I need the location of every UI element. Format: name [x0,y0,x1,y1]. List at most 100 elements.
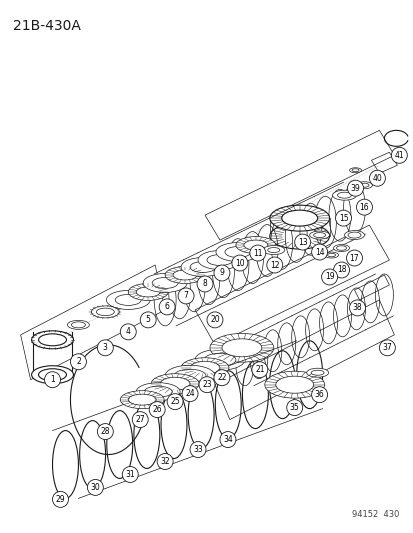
Text: 18: 18 [336,265,345,274]
Circle shape [52,491,68,507]
Text: 30: 30 [90,483,100,492]
Circle shape [378,340,394,356]
Ellipse shape [324,252,338,258]
Ellipse shape [359,183,368,187]
Circle shape [390,147,406,163]
Ellipse shape [91,306,119,318]
Ellipse shape [347,232,360,238]
Ellipse shape [144,386,172,397]
Text: 35: 35 [289,403,299,412]
Ellipse shape [216,243,259,262]
Circle shape [266,257,282,273]
Text: 31: 31 [125,470,135,479]
Text: 32: 32 [160,457,170,466]
Text: 3: 3 [103,343,107,352]
Ellipse shape [173,270,197,280]
Circle shape [159,299,175,315]
Text: 28: 28 [100,427,110,436]
Text: 27: 27 [135,415,145,424]
Ellipse shape [306,368,328,377]
Ellipse shape [349,168,361,173]
Circle shape [120,324,136,340]
Ellipse shape [106,290,150,309]
Ellipse shape [136,383,180,401]
Text: 29: 29 [55,495,65,504]
Text: 17: 17 [349,254,358,263]
Text: 4: 4 [126,327,131,336]
Circle shape [321,269,337,285]
Ellipse shape [206,255,233,265]
Text: 5: 5 [145,316,150,325]
Circle shape [231,255,247,271]
Circle shape [157,454,173,470]
Circle shape [214,265,229,281]
Circle shape [356,199,372,215]
Ellipse shape [31,331,73,349]
Circle shape [219,432,235,448]
Ellipse shape [327,253,335,257]
Circle shape [199,377,214,393]
Ellipse shape [128,394,156,405]
Circle shape [140,312,156,328]
Circle shape [347,180,363,196]
Text: 26: 26 [152,405,161,414]
Ellipse shape [128,284,168,301]
Text: 20: 20 [210,316,219,325]
Text: 13: 13 [297,238,307,247]
Ellipse shape [165,266,204,284]
Circle shape [97,424,113,440]
Circle shape [346,250,362,266]
Circle shape [206,312,223,328]
Text: 16: 16 [359,203,368,212]
Ellipse shape [151,374,199,394]
Circle shape [286,400,302,416]
Circle shape [214,370,229,386]
Ellipse shape [120,391,164,409]
Text: 41: 41 [394,151,403,160]
Ellipse shape [269,223,329,249]
Circle shape [251,362,267,378]
Ellipse shape [311,370,323,375]
Circle shape [190,441,206,457]
Ellipse shape [190,262,216,272]
Circle shape [178,288,194,304]
Ellipse shape [344,231,363,239]
Ellipse shape [356,182,372,189]
Circle shape [97,340,113,356]
Text: 6: 6 [164,302,169,311]
Ellipse shape [160,377,190,390]
Ellipse shape [115,294,141,305]
Text: 36: 36 [314,390,324,399]
Ellipse shape [209,334,273,362]
Circle shape [294,234,310,250]
Text: 11: 11 [252,248,262,257]
Ellipse shape [269,205,329,231]
Ellipse shape [337,192,351,198]
Circle shape [70,354,86,370]
Text: 2: 2 [76,357,81,366]
Text: 12: 12 [269,261,279,270]
Text: 19: 19 [324,272,334,281]
Text: 33: 33 [193,445,202,454]
Ellipse shape [264,371,324,398]
Ellipse shape [71,322,85,328]
Text: 21: 21 [254,365,264,374]
Text: 24: 24 [185,389,195,398]
Ellipse shape [180,257,224,277]
Circle shape [311,244,327,260]
Circle shape [311,386,327,402]
Text: 39: 39 [350,184,359,193]
Ellipse shape [267,247,279,253]
Ellipse shape [96,308,114,316]
Ellipse shape [195,349,244,370]
Circle shape [167,394,183,410]
Text: 25: 25 [170,397,180,406]
Ellipse shape [243,240,267,250]
Ellipse shape [221,339,261,357]
Circle shape [333,262,349,278]
Ellipse shape [38,369,66,381]
Ellipse shape [174,369,206,382]
Ellipse shape [333,245,349,252]
Circle shape [132,411,148,427]
Ellipse shape [281,210,317,226]
